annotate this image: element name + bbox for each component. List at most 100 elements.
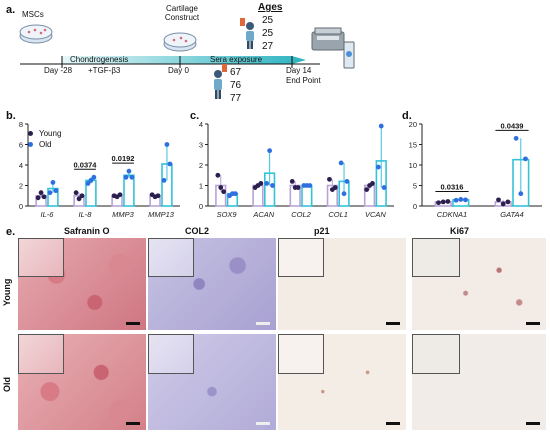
col-header-p21: p21	[314, 226, 330, 236]
y-tick-label: 0	[413, 202, 417, 211]
point-old	[264, 181, 270, 186]
point-young	[436, 200, 441, 206]
point-old	[91, 174, 97, 180]
y-tick-label: 0	[199, 202, 203, 211]
image-ki67-old	[412, 334, 546, 430]
x-tick-label: IL-8	[79, 210, 93, 219]
y-tick-label: 10	[409, 161, 417, 170]
point-young	[215, 172, 221, 178]
y-tick-label: 3	[199, 141, 203, 150]
image-col2-young	[148, 238, 276, 330]
petri-dish-icon	[19, 24, 53, 44]
timeline-panel: MSCs Cartilage Construct Chondrogenesis …	[0, 0, 550, 108]
y-tick-label: 2	[199, 161, 203, 170]
end-point-label: End Point	[286, 76, 321, 85]
point-young	[289, 179, 295, 184]
y-tick-label: 4	[199, 120, 203, 129]
y-tick-label: 8	[19, 120, 23, 129]
panel-label-d: d.	[402, 110, 412, 122]
point-young	[221, 189, 227, 195]
p-value-label: 0.0374	[74, 160, 98, 169]
point-old	[85, 181, 91, 186]
col-header-safranin: Safranin O	[64, 226, 110, 236]
p-value-label: 0.0316	[441, 182, 464, 191]
point-old	[463, 197, 468, 203]
point-old	[513, 135, 519, 141]
point-old	[161, 177, 167, 183]
point-old	[129, 174, 135, 180]
bar-old	[301, 184, 313, 207]
y-tick-label: 15	[409, 141, 417, 150]
point-young	[38, 190, 44, 196]
point-young	[76, 196, 82, 202]
point-old	[453, 197, 459, 203]
y-tick-label: 20	[409, 120, 417, 129]
tgf-label: +TGF-β3	[88, 66, 121, 75]
day-start-label: Day -28	[44, 66, 73, 75]
image-p21-old	[278, 334, 406, 430]
point-young	[440, 199, 446, 205]
point-old	[523, 156, 528, 162]
young-age-1: 25	[262, 15, 274, 26]
point-old	[88, 177, 94, 183]
point-old	[338, 160, 344, 166]
point-young	[327, 176, 332, 182]
cartilage-label-1: Cartilage	[165, 4, 198, 13]
point-young	[364, 187, 370, 192]
x-tick-label: IL-6	[41, 210, 55, 219]
legend-young: Young	[28, 128, 61, 139]
point-young	[73, 190, 79, 196]
panel-label-b: b.	[6, 110, 16, 122]
x-tick-label: VCAN	[365, 210, 386, 219]
point-old	[381, 185, 387, 190]
old-age-3: 77	[230, 93, 242, 104]
day-zero-label: Day 0	[168, 66, 189, 75]
cartilage-label-2: Construct	[164, 13, 200, 22]
point-old	[458, 197, 464, 202]
y-tick-label: 5	[413, 182, 417, 191]
panel-label-a: a.	[6, 4, 16, 16]
point-young	[445, 199, 451, 204]
sera-exposure-label: Sera exposure	[210, 55, 263, 64]
point-old	[270, 183, 275, 188]
legend: Young Old	[28, 128, 61, 150]
bar-old	[123, 174, 135, 207]
young-donor-icon	[240, 18, 254, 49]
point-young	[41, 194, 47, 200]
x-tick-label: GATA4	[500, 210, 523, 219]
image-col2-old	[148, 334, 276, 430]
chart-c: 0 1 2 3 4 SOX9 ACAN COL2 COL1 VCAN	[199, 120, 394, 219]
point-young	[117, 192, 123, 198]
x-tick-label: CDKNA1	[437, 210, 467, 219]
point-young	[370, 181, 375, 186]
point-young	[35, 195, 41, 201]
point-old	[341, 191, 347, 197]
legend-old: Old	[28, 139, 61, 150]
histology-grid: Safranin O COL2 p21 Ki67 Young Old	[0, 226, 550, 433]
p-value-label: 0.0192	[112, 154, 135, 163]
young-age-3: 27	[262, 41, 274, 52]
timeline-bar	[20, 56, 320, 68]
point-young	[295, 185, 301, 190]
x-tick-label: COL2	[291, 210, 311, 219]
point-young	[218, 185, 224, 190]
young-age-2: 25	[262, 28, 274, 39]
point-young	[258, 181, 264, 186]
image-safranin-old	[18, 334, 146, 430]
point-old	[267, 148, 273, 154]
y-tick-label: 0	[19, 202, 23, 211]
point-old	[126, 168, 132, 174]
point-old	[47, 190, 53, 196]
chart-b: 0 2 4 6 8 IL-6 IL-8 MMP3 MMP13 0.0374 0.0192	[19, 120, 180, 219]
image-ki67-young	[412, 238, 546, 330]
mscs-label: MSCs	[22, 10, 44, 19]
point-old	[123, 174, 129, 180]
point-old	[307, 183, 313, 188]
point-young	[500, 201, 506, 207]
x-tick-label: MMP3	[112, 210, 134, 219]
point-young	[79, 193, 85, 199]
day-end-label: Day 14	[286, 66, 312, 75]
point-old	[232, 191, 238, 197]
x-tick-label: SOX9	[217, 210, 238, 219]
panel-label-c: c.	[190, 110, 200, 122]
